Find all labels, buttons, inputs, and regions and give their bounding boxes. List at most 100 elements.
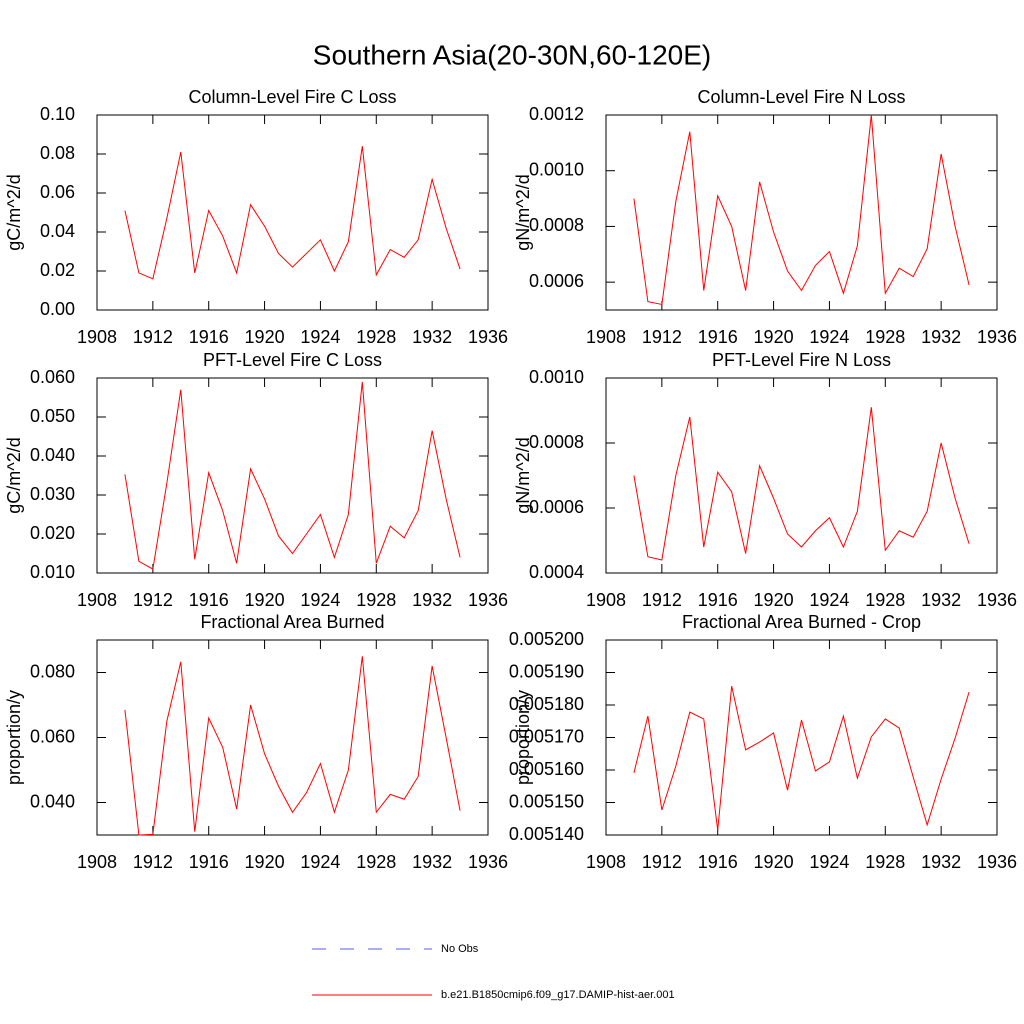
y-tick-label: 0.080 [30, 661, 75, 681]
y-axis-label: gC/m^2/d [4, 437, 24, 513]
plot-frame [96, 377, 489, 574]
x-tick-label: 1920 [245, 852, 285, 872]
y-tick-label: 0.00 [40, 299, 75, 319]
x-tick-label: 1920 [245, 590, 285, 610]
x-tick-label: 1912 [642, 327, 682, 347]
x-tick-label: 1932 [412, 327, 452, 347]
x-tick-label: 1920 [754, 852, 794, 872]
x-tick-label: 1916 [189, 852, 229, 872]
x-tick-label: 1912 [642, 590, 682, 610]
y-tick-label: 0.005190 [509, 661, 584, 681]
x-tick-label: 1936 [977, 590, 1017, 610]
y-tick-label: 0.04 [40, 221, 75, 241]
x-tick-label: 1928 [865, 852, 905, 872]
y-tick-label: 0.0008 [529, 215, 584, 235]
x-tick-label: 1928 [865, 590, 905, 610]
data-line [633, 407, 970, 561]
y-tick-label: 0.040 [30, 791, 75, 811]
x-tick-label: 1920 [754, 590, 794, 610]
panel-title: Column-Level Fire N Loss [697, 87, 905, 107]
y-axis-label: proportion/y [4, 690, 24, 785]
y-tick-label: 0.0008 [529, 432, 584, 452]
x-tick-label: 1908 [586, 852, 626, 872]
y-tick-label: 0.10 [40, 104, 75, 124]
x-tick-label: 1932 [921, 327, 961, 347]
x-tick-label: 1920 [245, 327, 285, 347]
y-tick-label: 0.005160 [509, 759, 584, 779]
x-tick-label: 1932 [412, 590, 452, 610]
x-tick-label: 1920 [754, 327, 794, 347]
y-tick-label: 0.060 [30, 726, 75, 746]
x-tick-label: 1908 [77, 590, 117, 610]
x-tick-label: 1928 [865, 327, 905, 347]
y-tick-label: 0.005150 [509, 791, 584, 811]
y-tick-label: 0.040 [30, 445, 75, 465]
x-tick-label: 1932 [921, 852, 961, 872]
x-tick-label: 1932 [412, 852, 452, 872]
x-tick-label: 1936 [468, 852, 508, 872]
plot-frame [605, 377, 998, 574]
y-tick-label: 0.08 [40, 143, 75, 163]
y-tick-label: 0.005140 [509, 824, 584, 844]
y-tick-label: 0.0006 [529, 271, 584, 291]
y-axis-label: gC/m^2/d [4, 174, 24, 250]
y-tick-label: 0.02 [40, 260, 75, 280]
figure-title: Southern Asia(20-30N,60-120E) [313, 39, 711, 70]
y-tick-label: 0.005180 [509, 694, 584, 714]
x-tick-label: 1936 [977, 327, 1017, 347]
panel-title: PFT-Level Fire N Loss [712, 350, 891, 370]
plot-frame [96, 639, 489, 836]
x-tick-label: 1936 [468, 590, 508, 610]
x-tick-label: 1912 [133, 590, 173, 610]
x-tick-label: 1936 [977, 852, 1017, 872]
x-tick-label: 1916 [189, 327, 229, 347]
x-tick-label: 1916 [698, 327, 738, 347]
x-tick-label: 1916 [189, 590, 229, 610]
x-tick-label: 1932 [921, 590, 961, 610]
y-tick-label: 0.060 [30, 367, 75, 387]
x-tick-label: 1924 [300, 852, 340, 872]
x-tick-label: 1908 [586, 590, 626, 610]
x-tick-label: 1924 [300, 590, 340, 610]
y-tick-label: 0.020 [30, 523, 75, 543]
x-tick-label: 1924 [809, 327, 849, 347]
y-tick-label: 0.0010 [529, 367, 584, 387]
y-tick-label: 0.050 [30, 406, 75, 426]
panel-title: PFT-Level Fire C Loss [203, 350, 382, 370]
x-tick-label: 1916 [698, 590, 738, 610]
x-tick-label: 1912 [133, 852, 173, 872]
x-tick-label: 1908 [586, 327, 626, 347]
panel-title: Fractional Area Burned [200, 612, 384, 632]
y-tick-label: 0.005170 [509, 726, 584, 746]
x-tick-label: 1912 [133, 327, 173, 347]
panel-title: Column-Level Fire C Loss [188, 87, 396, 107]
x-tick-label: 1908 [77, 852, 117, 872]
x-tick-label: 1936 [468, 327, 508, 347]
data-line [124, 381, 461, 570]
x-tick-label: 1928 [356, 327, 396, 347]
y-axis-label: gN/m^2/d [513, 437, 533, 513]
x-tick-label: 1924 [300, 327, 340, 347]
y-tick-label: 0.0010 [529, 159, 584, 179]
y-tick-label: 0.005200 [509, 629, 584, 649]
x-tick-label: 1924 [809, 590, 849, 610]
x-tick-label: 1908 [77, 327, 117, 347]
x-tick-label: 1912 [642, 852, 682, 872]
data-line [124, 146, 461, 280]
y-axis-label: proportion/y [513, 690, 533, 785]
legend-label: b.e21.B1850cmip6.f09_g17.DAMIP-hist-aer.… [441, 989, 675, 1001]
x-tick-label: 1928 [356, 590, 396, 610]
y-tick-label: 0.010 [30, 562, 75, 582]
y-tick-label: 0.0004 [529, 562, 584, 582]
y-tick-label: 0.06 [40, 182, 75, 202]
y-axis-label: gN/m^2/d [513, 174, 533, 250]
y-tick-label: 0.030 [30, 484, 75, 504]
plot-frame [605, 639, 998, 836]
x-tick-label: 1924 [809, 852, 849, 872]
data-line [633, 686, 970, 831]
panel-title: Fractional Area Burned - Crop [682, 612, 921, 632]
y-tick-label: 0.0012 [529, 104, 584, 124]
x-tick-label: 1916 [698, 852, 738, 872]
